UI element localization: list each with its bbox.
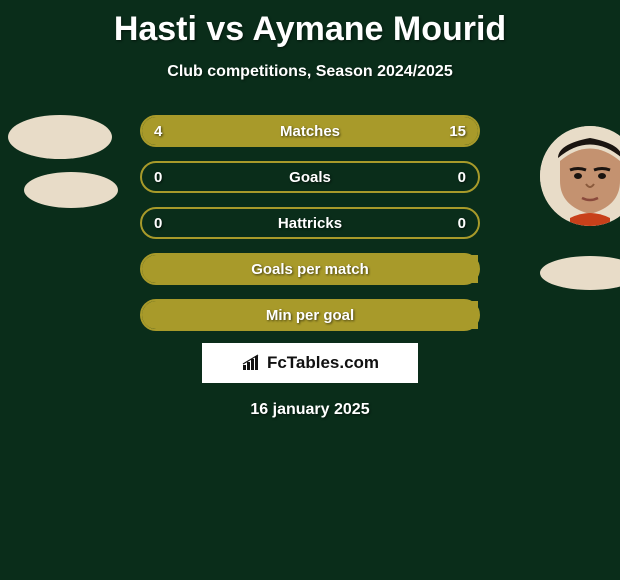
date-label: 16 january 2025 bbox=[0, 401, 620, 419]
stat-value-left: 4 bbox=[154, 123, 162, 140]
stat-fill-left bbox=[142, 117, 213, 145]
stat-bar-goals-per-match: Goals per match bbox=[140, 253, 480, 285]
stat-fill-right bbox=[213, 117, 478, 145]
stat-label: Goals per match bbox=[251, 261, 369, 278]
stat-bar-matches: 4 Matches 15 bbox=[140, 115, 480, 147]
player-left-avatar-top bbox=[8, 115, 112, 159]
player-face-icon bbox=[540, 126, 620, 226]
stat-value-left: 0 bbox=[154, 215, 162, 232]
stat-label: Goals bbox=[289, 169, 331, 186]
stat-label: Hattricks bbox=[278, 215, 342, 232]
stat-value-right: 15 bbox=[449, 123, 466, 140]
stat-value-right: 0 bbox=[458, 169, 466, 186]
bar-chart-icon bbox=[241, 354, 263, 372]
stat-label: Matches bbox=[280, 123, 340, 140]
player-right-avatar-bottom bbox=[540, 256, 620, 290]
player-left-avatar-bottom bbox=[24, 172, 118, 208]
branding-badge: FcTables.com bbox=[202, 343, 418, 383]
branding-text: FcTables.com bbox=[267, 353, 379, 373]
page-title: Hasti vs Aymane Mourid bbox=[0, 0, 620, 49]
stats-panel: 4 Matches 15 0 Goals 0 0 Hattricks 0 Goa… bbox=[140, 115, 480, 331]
stat-bar-min-per-goal: Min per goal bbox=[140, 299, 480, 331]
stat-label: Min per goal bbox=[266, 307, 354, 324]
stat-bar-hattricks: 0 Hattricks 0 bbox=[140, 207, 480, 239]
stat-value-right: 0 bbox=[458, 215, 466, 232]
page-subtitle: Club competitions, Season 2024/2025 bbox=[0, 63, 620, 81]
player-right-avatar bbox=[540, 126, 620, 226]
stat-bar-goals: 0 Goals 0 bbox=[140, 161, 480, 193]
stat-value-left: 0 bbox=[154, 169, 162, 186]
